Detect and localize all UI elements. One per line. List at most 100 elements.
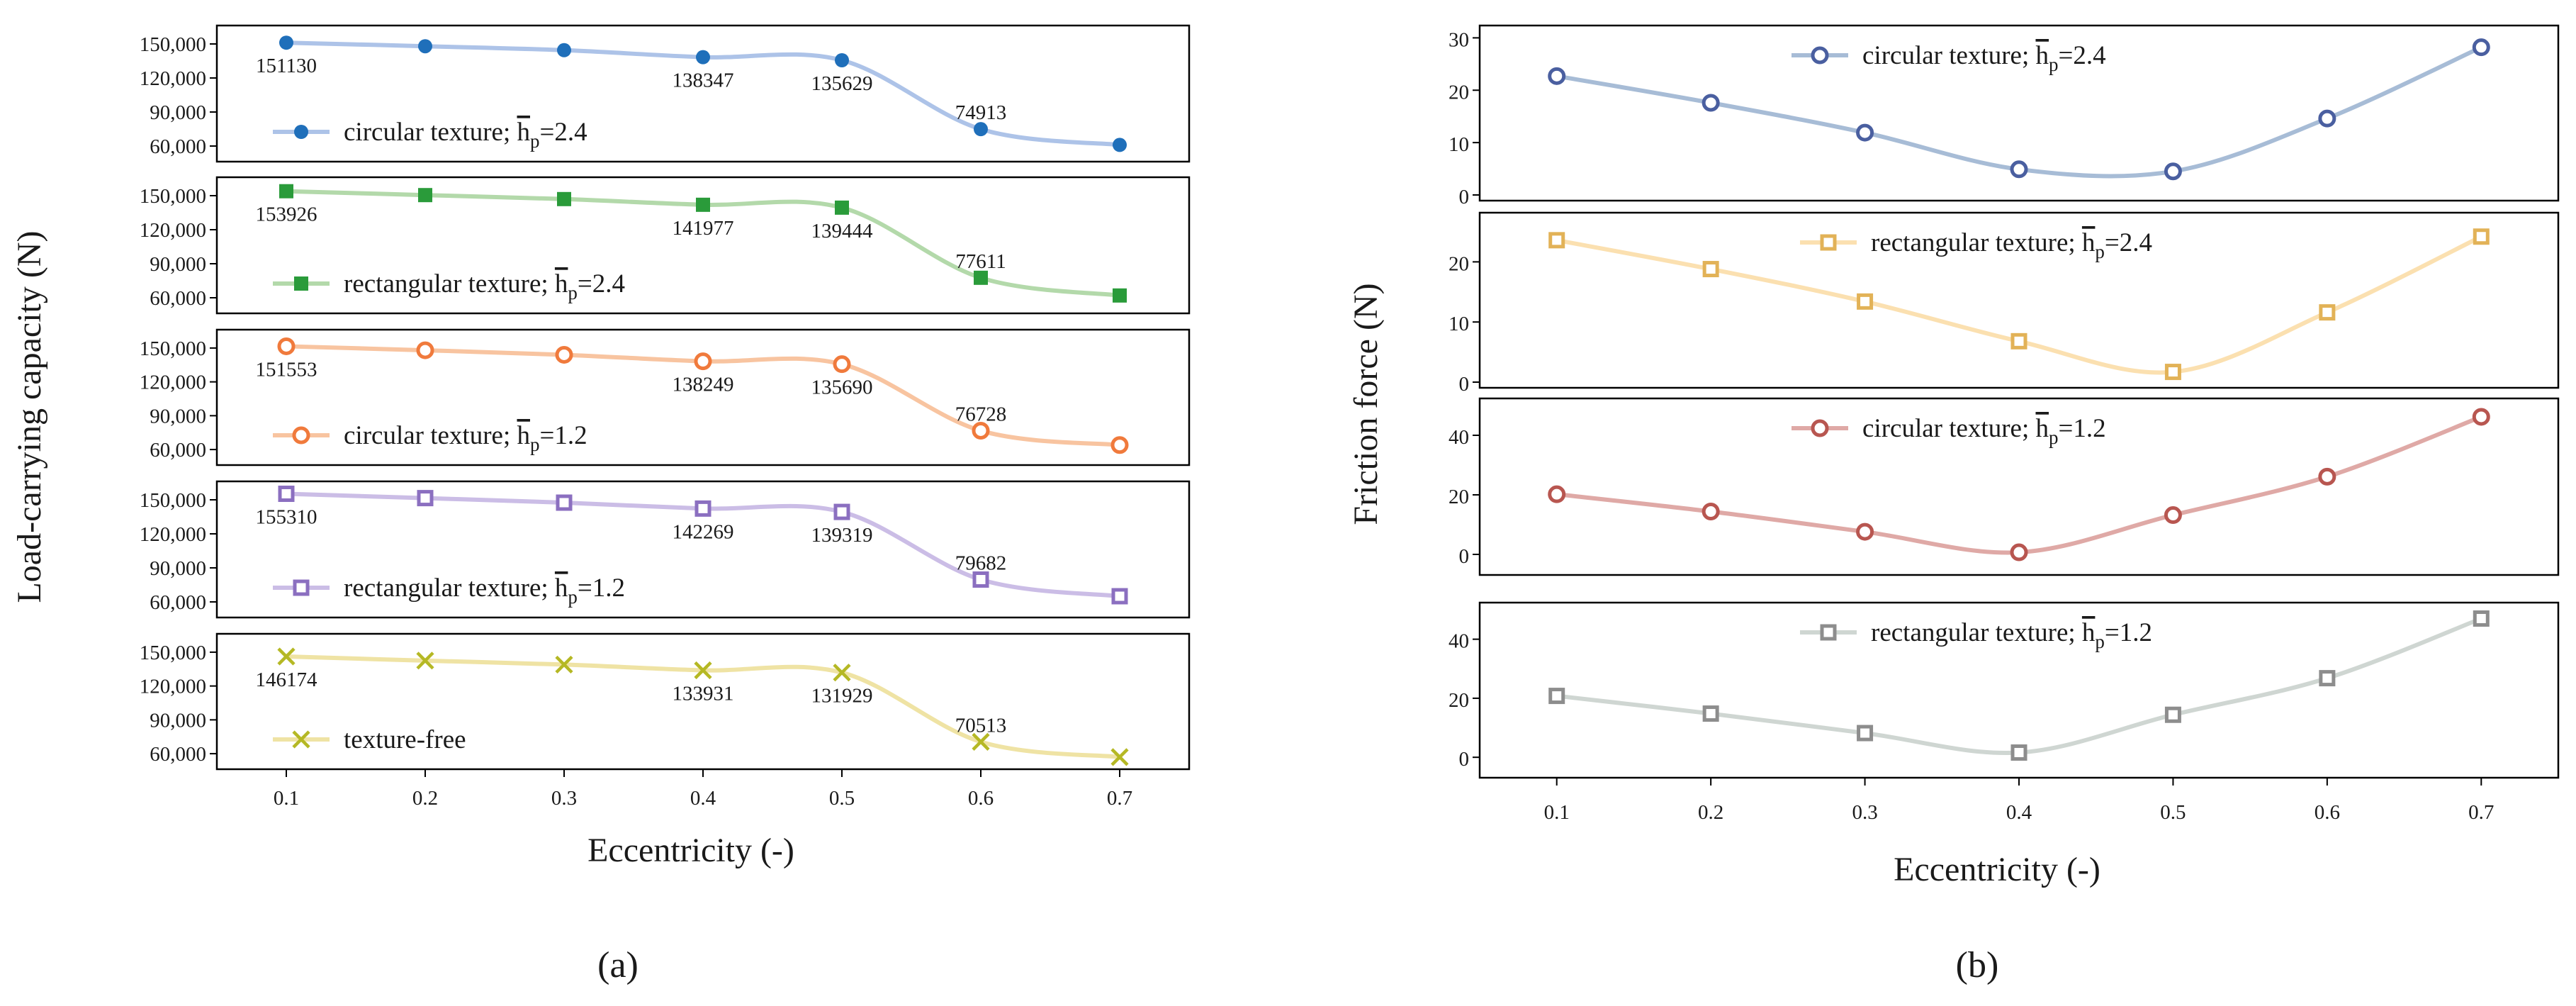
data-label: 74913: [955, 101, 1007, 124]
x-tick-label: 0.6: [968, 787, 994, 810]
data-label: 135629: [811, 72, 873, 95]
legend-subscript: p: [530, 130, 540, 152]
x-tick-label: 0.4: [690, 787, 716, 810]
legend-marker: [294, 125, 308, 139]
panel-a-subplot: 60,000 90,000 120,000 150,000 151130 138347 13…: [140, 24, 1191, 163]
data-label: 138347: [673, 69, 734, 92]
panel-a-subplot: 60,000 90,000 120,000 150,000 153926 141977 13…: [140, 176, 1191, 315]
data-label: 141977: [673, 217, 734, 240]
legend-marker: [1811, 419, 1829, 437]
legend-value: =2.4: [2058, 41, 2105, 70]
legend-subscript: p: [568, 586, 578, 608]
x-tick-label: 0.7: [2468, 801, 2494, 824]
legend-subscript: p: [2049, 427, 2059, 448]
panel-b-subplot: 0 20 40 circular texture; hp=1.2: [1449, 397, 2560, 576]
data-point: [418, 188, 432, 203]
data-point: [1857, 293, 1874, 310]
legend-marker: [1811, 46, 1829, 65]
legend-variable: h: [517, 421, 530, 450]
data-point: [972, 421, 990, 440]
y-tick-label: 0: [1459, 373, 1470, 396]
y-tick-label: 60,000: [150, 439, 206, 462]
panel-a-label: (a): [597, 945, 639, 985]
x-tick-label: 0.5: [2160, 801, 2186, 824]
data-point: [835, 52, 849, 67]
y-tick-label: 20: [1449, 252, 1469, 275]
data-point: [696, 50, 710, 65]
legend-text: rectangular texture;: [344, 574, 555, 603]
legend-label: circular texture; hp=1.2: [344, 421, 587, 455]
plot-frame: [215, 328, 1191, 466]
data-point: [279, 184, 293, 199]
legend-subscript: p: [2095, 241, 2105, 262]
legend-marker: [294, 276, 308, 291]
data-point: [2164, 706, 2181, 723]
legend-label: circular texture; hp=1.2: [1862, 414, 2106, 448]
legend-variable: h: [2082, 228, 2096, 257]
data-point: [277, 647, 296, 666]
panel-a-subplot: 60,000 90,000 120,000 150,000 151553 138249 13…: [140, 328, 1191, 466]
y-tick-label: 30: [1449, 28, 1469, 51]
panel-a-xlabel: Eccentricity (-): [587, 832, 794, 869]
panel-a-x-axis: 0.1 0.2 0.3 0.4 0.5 0.6 0.7: [274, 769, 1132, 810]
data-point: [416, 652, 434, 670]
y-tick-label: 20: [1449, 689, 1469, 712]
legend-subscript: p: [568, 282, 578, 303]
y-tick-label: 60,000: [150, 591, 206, 614]
data-point: [1857, 725, 1874, 742]
data-point: [972, 571, 989, 588]
legend-value: =2.4: [539, 118, 587, 147]
legend-value: =1.2: [539, 421, 587, 450]
legend-text: rectangular texture;: [344, 269, 555, 298]
data-point: [1113, 288, 1127, 303]
data-point: [1548, 688, 1565, 705]
data-point: [1702, 94, 1720, 112]
y-tick-label: 20: [1449, 81, 1469, 104]
panel-a-subplot: 60,000 90,000 120,000 150,000 155310 142269 13…: [140, 480, 1191, 619]
legend-value: =2.4: [578, 269, 625, 298]
legend-text: rectangular texture;: [1871, 618, 2082, 647]
panel-a-ylabel: Load-carrying capacity (N): [11, 230, 48, 603]
x-tick-label: 0.6: [2315, 801, 2340, 824]
legend-value: =2.4: [2105, 228, 2152, 257]
plot-frame: [215, 480, 1191, 619]
data-point: [2472, 408, 2490, 426]
y-tick-label: 150,000: [140, 185, 206, 208]
x-tick-label: 0.4: [2006, 801, 2032, 824]
plot-frame: [215, 24, 1191, 163]
data-point: [1110, 436, 1129, 454]
legend-subscript: p: [2049, 54, 2059, 75]
y-tick-label: 120,000: [140, 219, 206, 242]
legend-variable: h: [517, 118, 530, 147]
x-tick-label: 0.2: [412, 787, 438, 810]
panel-a: 60,000 90,000 120,000 150,000 151130 138347 13…: [140, 24, 1191, 810]
y-tick-label: 0: [1459, 748, 1470, 771]
data-point: [557, 191, 571, 206]
data-point: [974, 270, 988, 285]
legend-text: circular texture;: [1862, 414, 2035, 443]
legend-label: rectangular texture; hp=1.2: [1871, 618, 2152, 652]
data-point: [1548, 232, 1565, 249]
x-tick-label: 0.5: [829, 787, 855, 810]
x-tick-label: 0.3: [551, 787, 577, 810]
data-label: 70513: [955, 714, 1007, 737]
data-point: [2010, 160, 2028, 179]
data-point: [1110, 748, 1129, 766]
panel-a-subplot: 60,000 90,000 120,000 150,000 146174 133931 13…: [140, 632, 1191, 771]
data-label: 135690: [811, 376, 873, 399]
legend-marker: [293, 579, 310, 596]
data-point: [2319, 670, 2336, 687]
y-tick-label: 120,000: [140, 371, 206, 394]
plot-frame: [215, 176, 1191, 315]
data-point: [1548, 67, 1566, 85]
data-label: 131929: [811, 685, 873, 708]
y-tick-label: 90,000: [150, 405, 206, 427]
data-point: [2010, 744, 2027, 761]
data-point: [694, 352, 712, 371]
plot-frame: [1478, 24, 2560, 202]
data-point: [557, 43, 571, 57]
data-point: [974, 122, 988, 137]
y-tick-label: 90,000: [150, 253, 206, 276]
y-tick-label: 120,000: [140, 523, 206, 546]
x-tick-label: 0.2: [1698, 801, 1723, 824]
